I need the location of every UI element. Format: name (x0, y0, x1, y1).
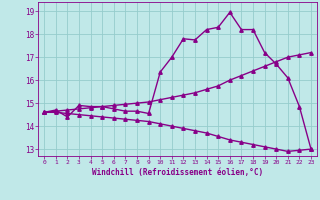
X-axis label: Windchill (Refroidissement éolien,°C): Windchill (Refroidissement éolien,°C) (92, 168, 263, 177)
